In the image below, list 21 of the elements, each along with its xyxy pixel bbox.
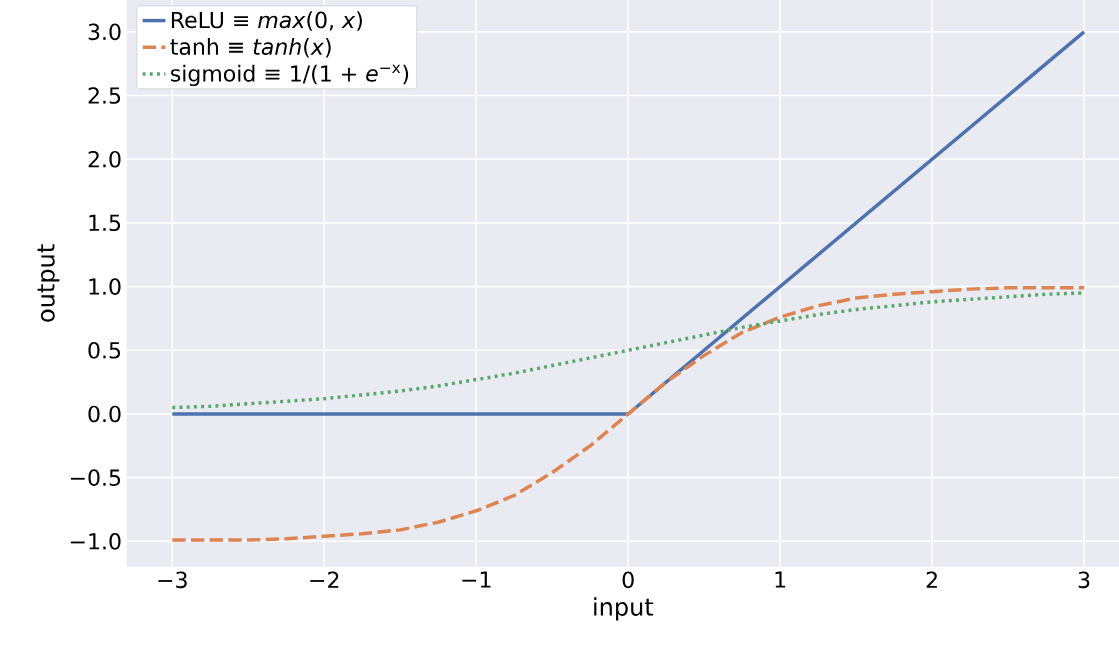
y-tick-label: 2.0 [88,150,121,168]
y-tick-label: −1.0 [70,532,121,550]
x-tick-label: −3 [158,571,187,589]
x-axis-title: input [594,597,654,621]
x-tick-label: 2 [926,571,937,588]
x-tick-label: 0 [622,571,634,589]
x-tick-label: −1 [462,571,491,588]
legend-label: tanh ≡ tanh(x) [170,37,331,58]
y-tick-label: 2.5 [88,87,121,104]
x-tick-label: 1 [775,571,786,588]
legend-label: ReLU ≡ max(0, x) [171,11,362,31]
y-tick-label: 1.5 [89,214,121,231]
x-tick-label: −2 [310,571,339,588]
y-tick-label: 0.0 [88,405,121,423]
x-tick-label: 3 [1078,571,1090,589]
y-axis-title: output [37,244,60,322]
y-tick-label: 1.0 [89,278,121,295]
y-tick-label: 3.0 [88,23,121,41]
y-tick-label: −0.5 [70,469,121,486]
legend-label: sigmoid ≡ 1/(1 + e$^{−x}$) [170,64,409,86]
y-tick-label: 0.5 [88,341,121,359]
